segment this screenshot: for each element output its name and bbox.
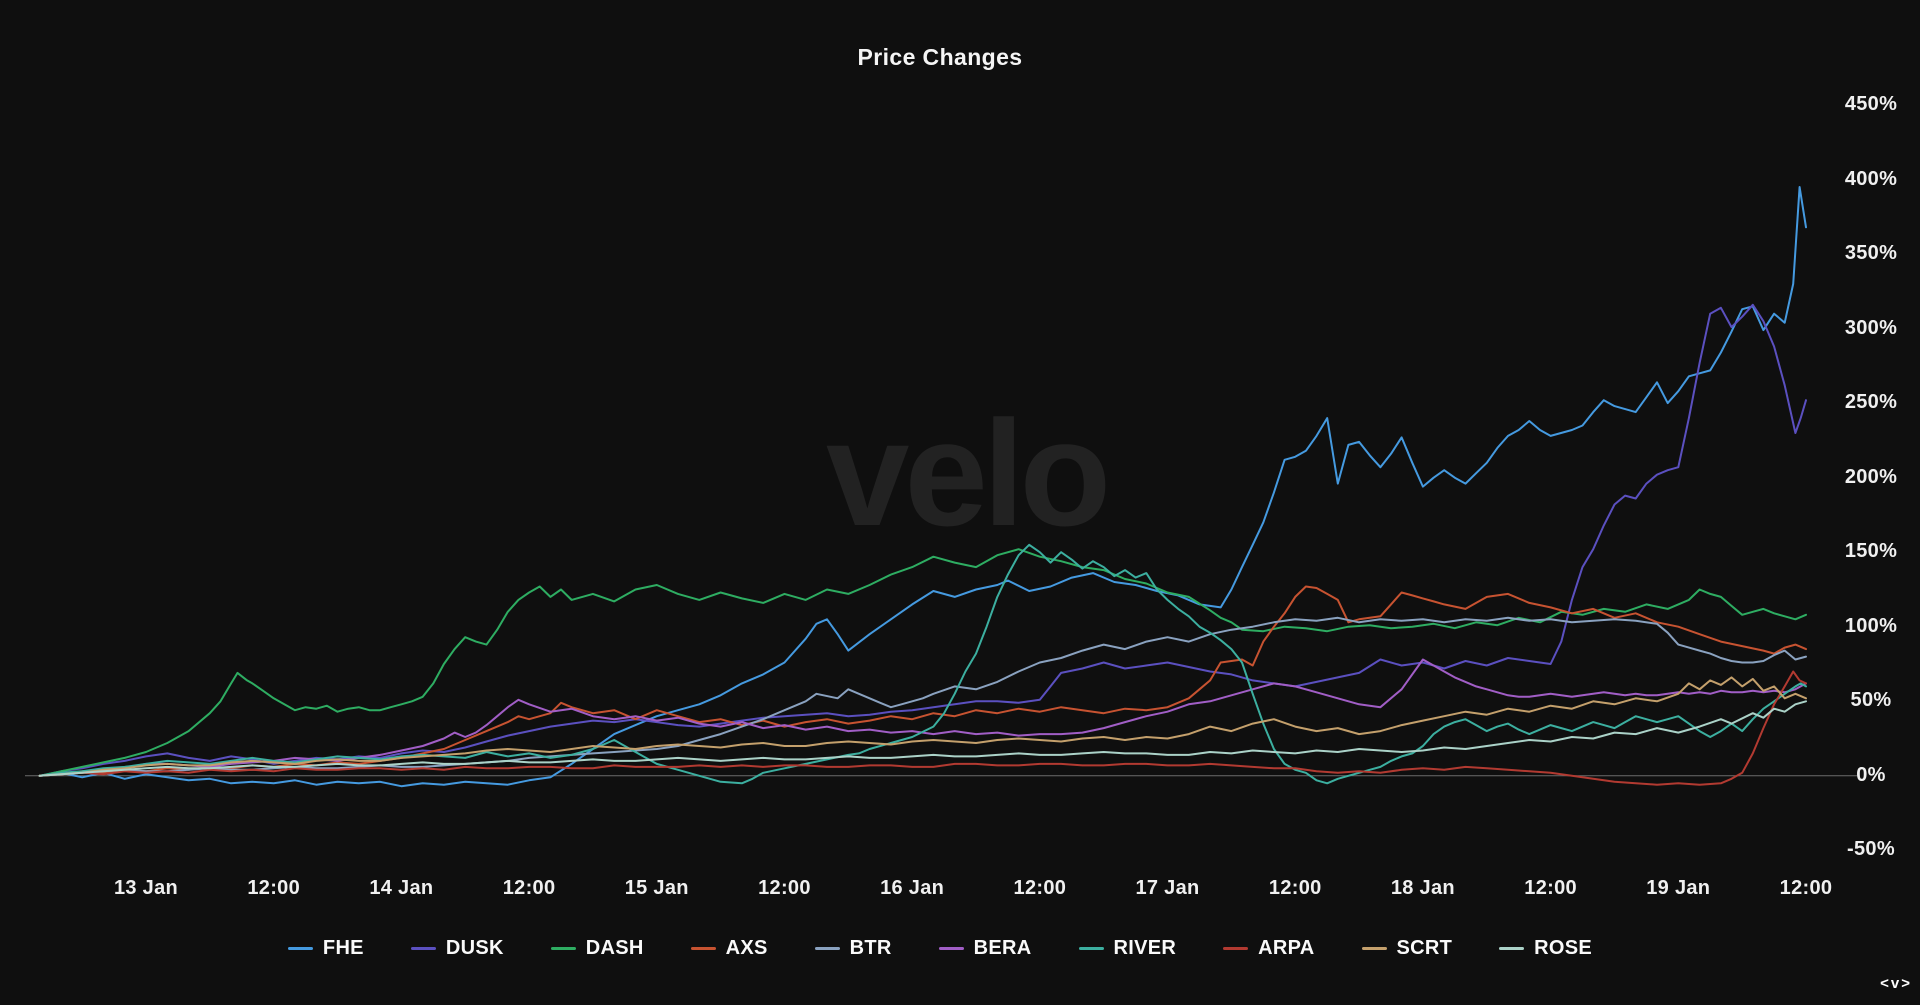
series-line-arpa[interactable]: [38, 670, 1807, 786]
legend-item-river[interactable]: RIVER: [1078, 937, 1177, 960]
legend-label: FHE: [322, 937, 364, 959]
series-line-fhe[interactable]: [38, 186, 1807, 788]
legend-swatch-icon: [1078, 947, 1104, 950]
legend-swatch-icon: [410, 947, 436, 950]
legend-swatch-icon: [1223, 947, 1249, 950]
legend-label: SCRT: [1396, 937, 1453, 959]
legend-swatch-icon: [1499, 947, 1525, 950]
series-line-dash[interactable]: [38, 548, 1807, 777]
legend-label: AXS: [725, 937, 768, 959]
legend-item-dash[interactable]: DASH: [550, 937, 644, 960]
legend-swatch-icon: [550, 947, 576, 950]
series-line-btr[interactable]: [38, 616, 1807, 777]
legend-label: BTR: [849, 937, 892, 959]
legend-item-rose[interactable]: ROSE: [1499, 937, 1592, 960]
legend-item-scrt[interactable]: SCRT: [1361, 937, 1453, 960]
legend-item-dusk[interactable]: DUSK: [410, 937, 504, 960]
legend-label: ROSE: [1534, 937, 1593, 959]
legend-swatch-icon: [1361, 947, 1387, 950]
legend-item-fhe[interactable]: FHE: [287, 937, 364, 960]
legend-label: BERA: [973, 937, 1032, 959]
chart-legend: FHE DUSK DASH AXS BTR BERA RIVER ARPA SCRT ROSE: [0, 937, 1880, 960]
legend-swatch-icon: [287, 947, 313, 950]
legend-swatch-icon: [814, 947, 840, 950]
page-title: Price Changes: [857, 44, 1023, 70]
legend-label: ARPA: [1258, 937, 1315, 959]
velo-corner-logo: <v>: [1880, 975, 1912, 992]
legend-item-btr[interactable]: BTR: [814, 937, 892, 960]
series-line-bera[interactable]: [38, 658, 1807, 777]
series-line-axs[interactable]: [38, 585, 1807, 777]
velo-watermark: velo: [826, 389, 1111, 557]
series-line-dusk[interactable]: [38, 303, 1807, 777]
legend-swatch-icon: [938, 947, 964, 950]
legend-item-bera[interactable]: BERA: [938, 937, 1032, 960]
series-line-rose[interactable]: [38, 700, 1807, 777]
legend-item-axs[interactable]: AXS: [690, 937, 768, 960]
legend-item-arpa[interactable]: ARPA: [1223, 937, 1314, 960]
legend-label: RIVER: [1113, 937, 1177, 959]
series-line-river[interactable]: [38, 543, 1807, 785]
series-line-scrt[interactable]: [38, 676, 1807, 777]
legend-label: DUSK: [445, 937, 504, 959]
legend-swatch-icon: [690, 947, 716, 950]
legend-label: DASH: [585, 937, 644, 959]
